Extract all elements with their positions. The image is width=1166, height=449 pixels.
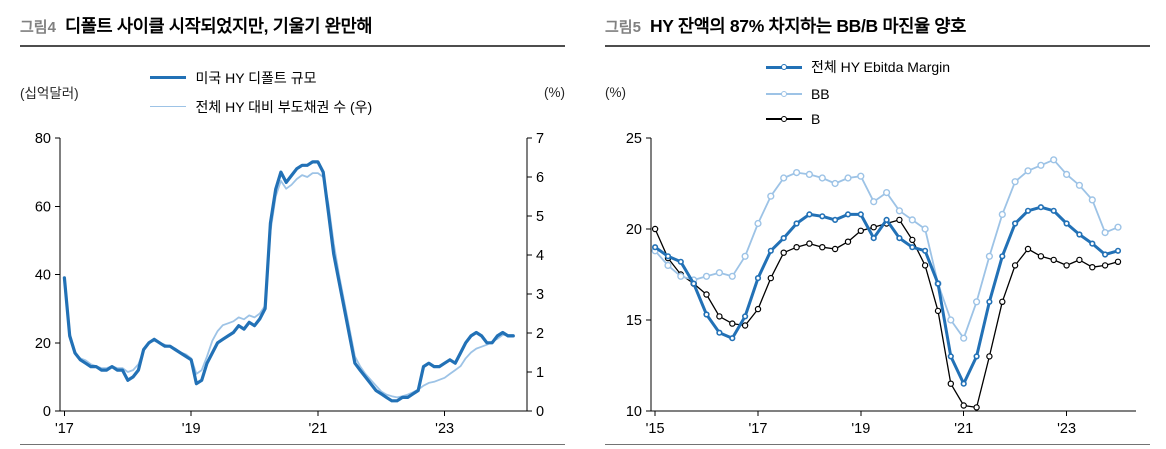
svg-text:'23: '23 — [1057, 421, 1076, 437]
svg-text:'17: '17 — [55, 421, 74, 437]
figure5-label: 그림5 — [605, 19, 641, 36]
svg-text:'23: '23 — [435, 421, 454, 437]
svg-text:'19: '19 — [851, 421, 870, 437]
figure5-legend-area: 전체 HY Ebitda Margin BB B — [626, 57, 1150, 127]
svg-text:15: 15 — [626, 313, 642, 329]
figure5-legend: 전체 HY Ebitda Margin BB B — [765, 57, 951, 127]
figure5-title: HY 잔액의 87% 차지하는 BB/B 마진율 양호 — [649, 16, 967, 36]
svg-text:1: 1 — [536, 365, 544, 381]
legend-line-sample — [765, 114, 802, 124]
figure4-header: (십억달러) 미국 HY 디폴트 규모 전체 HY 대비 부도채권 수 (우) … — [20, 51, 565, 133]
svg-text:0: 0 — [536, 404, 544, 420]
figure4-label: 그림4 — [20, 19, 56, 36]
figure4-bottom-rule — [20, 444, 565, 445]
legend-item-bb: BB — [765, 86, 950, 102]
legend-item-us-hy-default-size: 미국 HY 디폴트 규모 — [150, 68, 372, 88]
legend-label: BB — [810, 86, 830, 102]
svg-text:10: 10 — [626, 404, 642, 420]
svg-text:2: 2 — [536, 326, 544, 342]
figure5-panel: 그림5 HY 잔액의 87% 차지하는 BB/B 마진율 양호 (%) 전체 H… — [605, 13, 1150, 445]
figure4-title-bar: 그림4 디폴트 사이클 시작되었지만, 기울기 완만해 — [20, 13, 565, 47]
svg-text:20: 20 — [35, 336, 51, 352]
figure5-line-chart: 10 15 20 25 '15 '17 '19 '21 '23 — [626, 133, 1136, 437]
legend-label: B — [810, 111, 821, 127]
legend-line-sample — [150, 73, 187, 83]
svg-text:25: 25 — [626, 133, 642, 147]
figure4-right-axis-unit: (%) — [544, 84, 565, 100]
legend-label: 전체 HY Ebitda Margin — [810, 59, 951, 75]
figure4-legend: 미국 HY 디폴트 규모 전체 HY 대비 부도채권 수 (우) — [150, 68, 372, 117]
svg-text:'21: '21 — [308, 421, 327, 437]
legend-item-defaulted-bond-count: 전체 HY 대비 부도채권 수 (우) — [150, 97, 372, 117]
svg-text:6: 6 — [536, 170, 544, 186]
svg-text:80: 80 — [35, 133, 51, 147]
figure4-legend-area: 미국 HY 디폴트 규모 전체 HY 대비 부도채권 수 (우) — [79, 68, 544, 117]
svg-text:0: 0 — [43, 404, 51, 420]
svg-text:5: 5 — [536, 209, 544, 225]
legend-line-sample — [150, 102, 187, 112]
legend-line-sample — [765, 89, 802, 99]
svg-text:60: 60 — [35, 199, 51, 215]
figure5-title-bar: 그림5 HY 잔액의 87% 차지하는 BB/B 마진율 양호 — [605, 13, 1150, 47]
svg-text:'19: '19 — [182, 421, 201, 437]
svg-text:'21: '21 — [954, 421, 973, 437]
svg-text:4: 4 — [536, 248, 544, 264]
figure4-panel: 그림4 디폴트 사이클 시작되었지만, 기울기 완만해 (십억달러) 미국 HY… — [20, 13, 565, 445]
legend-item-total-hy-ebitda-margin: 전체 HY Ebitda Margin — [765, 57, 951, 77]
legend-label: 미국 HY 디폴트 규모 — [195, 69, 317, 86]
svg-text:40: 40 — [35, 268, 51, 284]
legend-line-sample — [765, 62, 802, 72]
figure5-axis-unit: (%) — [605, 84, 626, 100]
svg-text:7: 7 — [536, 133, 544, 147]
svg-text:20: 20 — [626, 222, 642, 238]
legend-item-b: B — [765, 111, 950, 127]
figure4-line-chart: 0 20 40 60 80 0 1 2 3 4 5 6 7 '17 '19 '21 '23 — [35, 133, 544, 437]
figure5-bottom-rule — [605, 444, 1150, 445]
svg-text:3: 3 — [536, 287, 544, 303]
figure4-left-axis-unit: (십억달러) — [20, 86, 79, 101]
svg-text:'17: '17 — [749, 421, 768, 437]
figure4-title: 디폴트 사이클 시작되었지만, 기울기 완만해 — [64, 16, 373, 36]
svg-text:'15: '15 — [646, 421, 665, 437]
figure5-header: (%) 전체 HY Ebitda Margin BB B — [605, 51, 1150, 133]
legend-label: 전체 HY 대비 부도채권 수 (우) — [195, 98, 373, 115]
